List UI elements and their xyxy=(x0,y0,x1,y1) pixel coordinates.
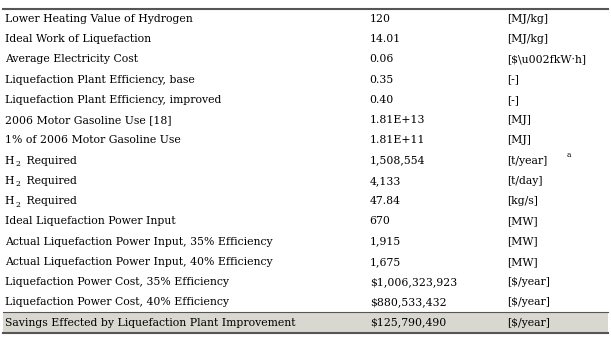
Text: 1,675: 1,675 xyxy=(370,257,401,267)
Text: [MJ]: [MJ] xyxy=(507,136,531,145)
Text: [MJ]: [MJ] xyxy=(507,115,531,125)
Text: Liquefaction Plant Efficiency, base: Liquefaction Plant Efficiency, base xyxy=(5,75,195,84)
Text: H: H xyxy=(5,176,15,186)
Text: a: a xyxy=(567,151,571,159)
Bar xyxy=(3,313,608,333)
Text: Required: Required xyxy=(23,176,77,186)
Text: Lower Heating Value of Hydrogen: Lower Heating Value of Hydrogen xyxy=(5,14,192,24)
Text: 1.81E+13: 1.81E+13 xyxy=(370,115,425,125)
Text: Required: Required xyxy=(23,156,77,165)
Text: Liquefaction Power Cost, 40% Efficiency: Liquefaction Power Cost, 40% Efficiency xyxy=(5,297,229,307)
Text: $1,006,323,923: $1,006,323,923 xyxy=(370,277,457,287)
Text: [MJ/kg]: [MJ/kg] xyxy=(507,34,548,44)
Text: [MW]: [MW] xyxy=(507,257,538,267)
Text: Required: Required xyxy=(23,196,77,206)
Text: 0.35: 0.35 xyxy=(370,75,394,84)
Text: [-]: [-] xyxy=(507,95,519,105)
Text: 47.84: 47.84 xyxy=(370,196,401,206)
Text: 120: 120 xyxy=(370,14,390,24)
Text: 4,133: 4,133 xyxy=(370,176,401,186)
Text: Actual Liquefaction Power Input, 35% Efficiency: Actual Liquefaction Power Input, 35% Eff… xyxy=(5,237,273,246)
Text: H: H xyxy=(5,196,15,206)
Text: [$/year]: [$/year] xyxy=(507,318,550,327)
Text: 2: 2 xyxy=(16,160,21,168)
Text: [t/day]: [t/day] xyxy=(507,176,543,186)
Text: 14.01: 14.01 xyxy=(370,34,401,44)
Text: 2006 Motor Gasoline Use [18]: 2006 Motor Gasoline Use [18] xyxy=(5,115,172,125)
Text: [$\u002fkW·h]: [$\u002fkW·h] xyxy=(507,55,586,64)
Text: [t/year]: [t/year] xyxy=(507,156,547,165)
Text: 1% of 2006 Motor Gasoline Use: 1% of 2006 Motor Gasoline Use xyxy=(5,136,181,145)
Text: 0.06: 0.06 xyxy=(370,55,394,64)
Text: H: H xyxy=(5,156,15,165)
Text: [MJ/kg]: [MJ/kg] xyxy=(507,14,548,24)
Text: $125,790,490: $125,790,490 xyxy=(370,318,446,327)
Text: 2: 2 xyxy=(16,201,21,209)
Text: Ideal Work of Liquefaction: Ideal Work of Liquefaction xyxy=(5,34,151,44)
Text: [kg/s]: [kg/s] xyxy=(507,196,538,206)
Text: $880,533,432: $880,533,432 xyxy=(370,297,446,307)
Text: Ideal Liquefaction Power Input: Ideal Liquefaction Power Input xyxy=(5,216,175,226)
Text: Average Electricity Cost: Average Electricity Cost xyxy=(5,55,138,64)
Text: Savings Effected by Liquefaction Plant Improvement: Savings Effected by Liquefaction Plant I… xyxy=(5,318,295,327)
Text: [$/year]: [$/year] xyxy=(507,277,550,287)
Text: [-]: [-] xyxy=(507,75,519,84)
Text: 1,915: 1,915 xyxy=(370,237,401,246)
Text: Liquefaction Power Cost, 35% Efficiency: Liquefaction Power Cost, 35% Efficiency xyxy=(5,277,229,287)
Text: 2: 2 xyxy=(16,181,21,188)
Text: [MW]: [MW] xyxy=(507,216,538,226)
Text: 1,508,554: 1,508,554 xyxy=(370,156,425,165)
Text: 1.81E+11: 1.81E+11 xyxy=(370,136,425,145)
Text: Actual Liquefaction Power Input, 40% Efficiency: Actual Liquefaction Power Input, 40% Eff… xyxy=(5,257,273,267)
Text: 670: 670 xyxy=(370,216,390,226)
Text: 0.40: 0.40 xyxy=(370,95,394,105)
Text: [$/year]: [$/year] xyxy=(507,297,550,307)
Text: [MW]: [MW] xyxy=(507,237,538,246)
Text: Liquefaction Plant Efficiency, improved: Liquefaction Plant Efficiency, improved xyxy=(5,95,221,105)
